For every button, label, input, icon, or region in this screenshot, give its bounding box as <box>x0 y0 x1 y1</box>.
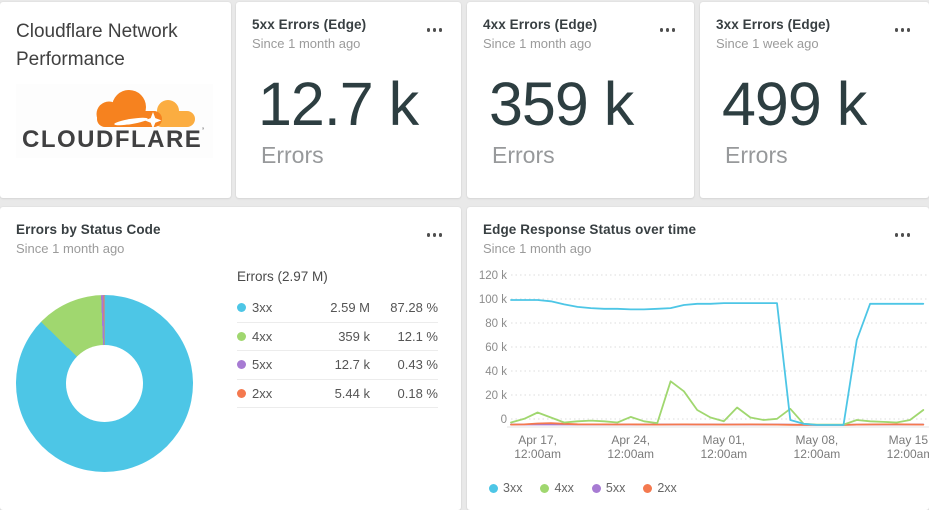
legend-color-dot <box>540 483 550 493</box>
series-percent: 0.43 % <box>397 357 438 373</box>
metric-value: 359 k <box>489 70 634 138</box>
pie-chart-card: Errors by Status Code Since 1 month ago … <box>0 207 461 510</box>
series-color-dot <box>237 331 246 341</box>
card-title: 5xx Errors (Edge) <box>252 17 367 32</box>
series-color-dot <box>237 360 246 370</box>
y-tick-label: 0 <box>501 414 507 426</box>
metric-value: 499 k <box>722 70 867 138</box>
y-tick-label: 100 k <box>479 294 507 306</box>
chart-legend: 3xx 4xx 5xx 2xx <box>489 481 677 495</box>
card-subtitle: Since 1 month ago <box>16 241 125 256</box>
card-title: 4xx Errors (Edge) <box>483 17 598 32</box>
chart-line-3xx <box>510 299 925 426</box>
x-tick-label: 12:00am <box>887 447 929 461</box>
pie-legend-table: Errors (2.97 M) 3xx 2.59 M 87.28 % 4xx 3… <box>237 265 438 408</box>
cloudflare-logo-mark: ’ <box>202 126 204 136</box>
x-tick-label: 12:00am <box>514 447 561 461</box>
x-tick-label: Apr 17, <box>518 433 557 447</box>
legend-color-dot <box>489 483 498 493</box>
metric-unit-label: Errors <box>725 142 788 168</box>
legend-item-5xx[interactable]: 5xx <box>591 481 626 495</box>
series-color-dot <box>237 388 246 398</box>
card-title: 3xx Errors (Edge) <box>716 17 831 32</box>
series-label: 4xx <box>252 328 273 344</box>
x-tick-label: Apr 24, <box>611 433 650 447</box>
pie-table-row-2xx[interactable]: 2xx 5.44 k 0.18 % <box>237 380 438 408</box>
card-menu-button[interactable] <box>657 25 679 35</box>
card-subtitle: Since 1 week ago <box>716 36 819 51</box>
y-tick-label: 40 k <box>485 366 507 378</box>
series-label: 2xx <box>252 385 273 401</box>
legend-label: 4xx <box>554 481 574 495</box>
series-label: 5xx <box>252 357 273 373</box>
cloudflare-logo-text: CLOUDFLARE <box>22 126 202 153</box>
card-menu-button[interactable] <box>424 25 446 35</box>
series-value: 5.44 k <box>334 385 370 401</box>
card-subtitle: Since 1 month ago <box>483 241 592 256</box>
cloudflare-logo: CLOUDFLARE ’ <box>16 84 213 158</box>
series-value: 359 k <box>338 328 370 344</box>
metric-card-5xx: 5xx Errors (Edge) Since 1 month ago 12.7… <box>236 2 461 198</box>
series-color-dot <box>237 303 246 313</box>
card-title: Edge Response Status over time <box>483 222 697 237</box>
metric-value: 12.7 k <box>258 70 419 138</box>
chart-line-4xx <box>510 380 925 426</box>
x-tick-label: 12:00am <box>700 447 747 461</box>
legend-item-4xx[interactable]: 4xx <box>540 481 574 495</box>
y-tick-label: 20 k <box>485 390 507 402</box>
pie-table-row-4xx[interactable]: 4xx 359 k 12.1 % <box>237 323 438 351</box>
y-tick-label: 120 k <box>479 270 507 282</box>
metric-unit-label: Errors <box>261 142 324 168</box>
donut-chart[interactable] <box>16 295 193 472</box>
metric-card-4xx: 4xx Errors (Edge) Since 1 month ago 359 … <box>467 2 694 198</box>
card-menu-button[interactable] <box>424 230 446 240</box>
legend-color-dot <box>591 483 601 493</box>
cloud-icon <box>96 90 195 129</box>
timeseries-chart-card: 120 k 100 k 80 k 60 k 40 k 20 k 0 Apr 17, 12:00a… <box>467 207 929 510</box>
pie-table-header: Errors (2.97 M) <box>237 269 328 284</box>
pie-table-row-5xx[interactable]: 5xx 12.7 k 0.43 % <box>237 351 438 380</box>
card-subtitle: Since 1 month ago <box>483 36 592 51</box>
legend-item-2xx[interactable]: 2xx <box>643 481 677 495</box>
metric-card-3xx: 3xx Errors (Edge) Since 1 week ago 499 k… <box>700 2 929 198</box>
series-percent: 0.18 % <box>397 385 438 401</box>
series-value: 2.59 M <box>330 300 370 316</box>
y-tick-label: 80 k <box>485 318 507 330</box>
x-tick-label: May 08, <box>796 433 839 447</box>
x-tick-label: 12:00am <box>794 447 841 461</box>
legend-item-3xx[interactable]: 3xx <box>489 481 522 495</box>
x-tick-label: May 15, <box>889 433 929 447</box>
series-percent: 87.28 % <box>390 300 438 316</box>
series-percent: 12.1 % <box>397 328 438 344</box>
card-title: Errors by Status Code <box>16 222 161 237</box>
series-value: 12.7 k <box>334 357 370 373</box>
dashboard-header-card: Cloudflare Network Performance CLOUDFLAR… <box>0 2 231 198</box>
legend-label: 5xx <box>605 481 626 495</box>
series-label: 3xx <box>252 300 273 316</box>
y-tick-label: 60 k <box>485 342 507 354</box>
dashboard-title: Cloudflare Network Performance <box>16 21 178 70</box>
card-subtitle: Since 1 month ago <box>252 36 361 51</box>
legend-label: 3xx <box>503 481 523 495</box>
card-menu-button[interactable] <box>892 25 914 35</box>
x-tick-label: 12:00am <box>607 447 654 461</box>
legend-color-dot <box>643 483 653 493</box>
pie-table-row-3xx[interactable]: 3xx 2.59 M 87.28 % <box>237 294 438 323</box>
chart-line-2xx <box>510 422 925 426</box>
x-tick-label: May 01, <box>702 433 745 447</box>
legend-label: 2xx <box>657 481 677 495</box>
cloudflare-logo-image: CLOUDFLARE ’ <box>22 90 204 153</box>
metric-unit-label: Errors <box>492 142 555 168</box>
card-menu-button[interactable] <box>892 230 914 240</box>
